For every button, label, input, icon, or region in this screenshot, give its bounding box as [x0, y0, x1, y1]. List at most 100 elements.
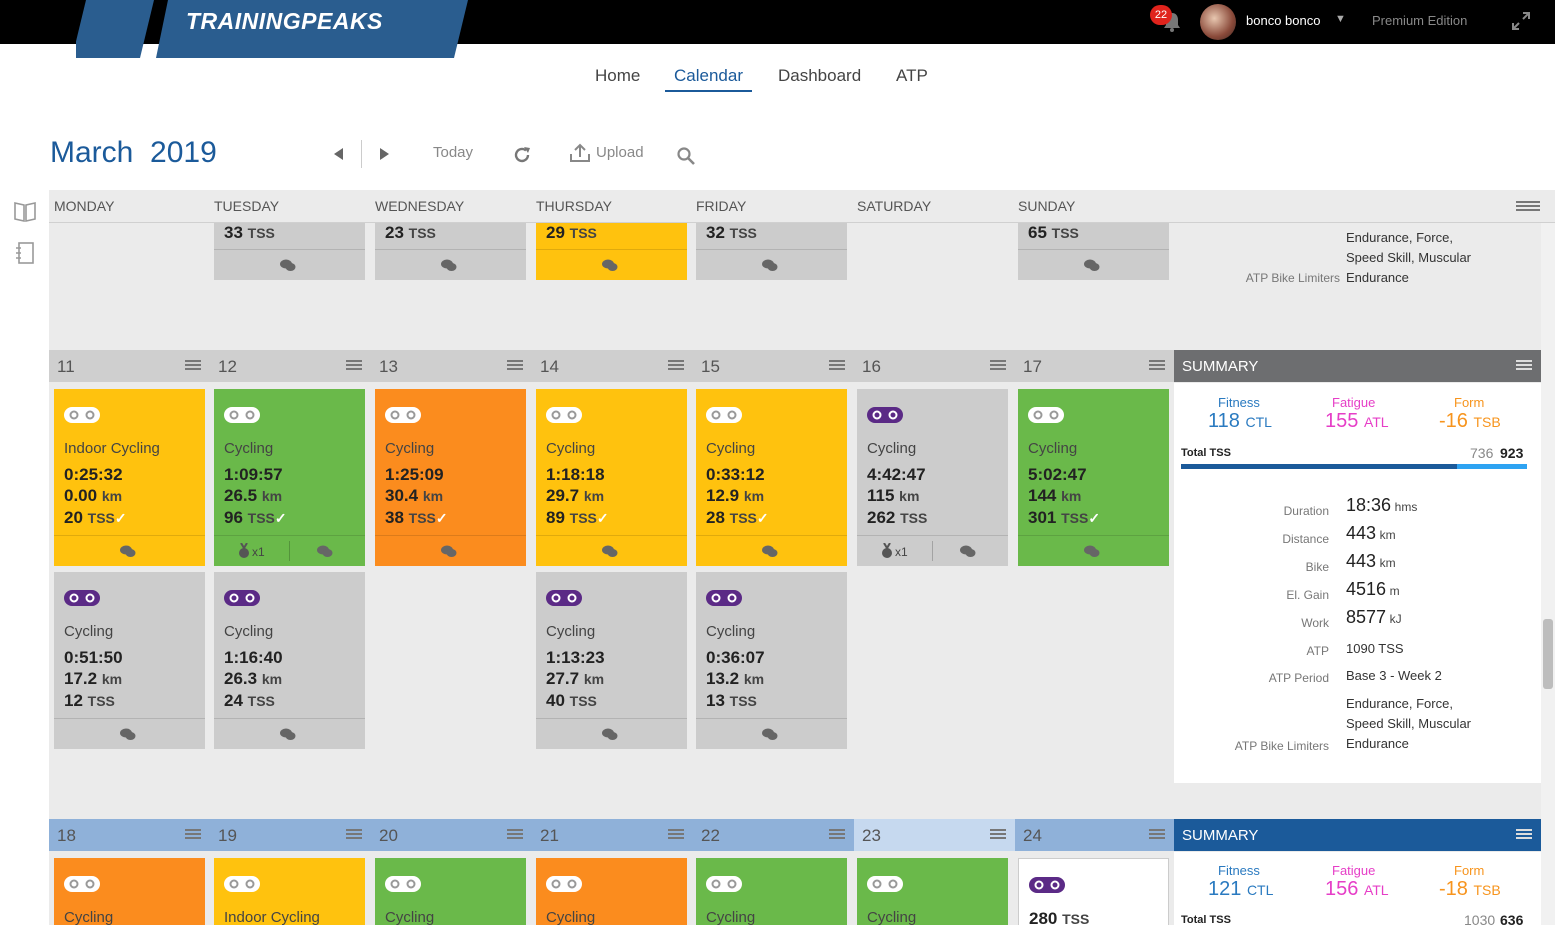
date-cell[interactable]: 16	[854, 350, 1015, 382]
comment-icon[interactable]	[441, 259, 457, 272]
day-menu-icon[interactable]	[668, 360, 684, 370]
comment-icon[interactable]	[120, 545, 136, 558]
expand-icon[interactable]	[1510, 10, 1532, 32]
comment-icon[interactable]	[602, 545, 618, 558]
comment-icon[interactable]	[280, 259, 296, 272]
upload-button[interactable]: Upload	[596, 144, 644, 161]
date-cell[interactable]: 21	[532, 819, 693, 851]
fitness-label: Fitness	[1218, 395, 1260, 410]
date-cell[interactable]: 24	[1015, 819, 1174, 851]
workout-card[interactable]: Cycling 4:42:47 115 km 262 TSS x1	[857, 389, 1008, 566]
notification-badge[interactable]: 22	[1150, 5, 1172, 25]
nav-atp[interactable]: ATP	[896, 66, 928, 85]
workout-card[interactable]: 23 TSS	[375, 223, 526, 280]
notebook-icon[interactable]	[14, 242, 36, 264]
workout-card[interactable]: 33 TSS	[214, 223, 365, 280]
workout-card[interactable]: Cycling	[536, 858, 687, 925]
date-cell[interactable]: 15	[693, 350, 854, 382]
comment-icon[interactable]	[762, 545, 778, 558]
date-cell[interactable]: 13	[371, 350, 532, 382]
summary-menu-icon[interactable]	[1516, 829, 1532, 839]
workout-card[interactable]: Cycling 1:25:09 30.4 km 38 TSS✓	[375, 389, 526, 566]
date-cell[interactable]: 18	[49, 819, 210, 851]
date-cell[interactable]: 14	[532, 350, 693, 382]
day-menu-icon[interactable]	[829, 360, 845, 370]
library-book-icon[interactable]	[13, 200, 37, 222]
day-menu-icon[interactable]	[1149, 360, 1165, 370]
workout-card[interactable]: Cycling 5:02:47 144 km 301 TSS✓	[1018, 389, 1169, 566]
logo[interactable]	[76, 0, 468, 58]
limiters-text: Speed Skill, Muscular	[1346, 250, 1471, 265]
workout-card[interactable]: Indoor Cycling	[214, 858, 365, 925]
day-menu-icon[interactable]	[1149, 829, 1165, 839]
chevron-down-icon[interactable]: ▼	[1335, 13, 1346, 25]
comment-icon[interactable]	[441, 545, 457, 558]
summary-menu-icon[interactable]	[1516, 360, 1532, 370]
search-icon[interactable]	[676, 146, 696, 166]
avatar[interactable]	[1200, 4, 1236, 40]
comment-icon[interactable]	[602, 728, 618, 741]
fitness-number: 118	[1208, 410, 1240, 432]
scrollbar-track[interactable]	[1541, 223, 1555, 925]
day-menu-icon[interactable]	[507, 829, 523, 839]
today-button[interactable]: Today	[433, 144, 474, 161]
workout-card[interactable]: Cycling 1:09:57 26.5 km 96 TSS✓ x1	[214, 389, 365, 566]
comment-icon[interactable]	[762, 728, 778, 741]
date-cell[interactable]: 20	[371, 819, 532, 851]
day-menu-icon[interactable]	[346, 829, 362, 839]
day-menu-icon[interactable]	[346, 360, 362, 370]
date-cell[interactable]: 12	[210, 350, 371, 382]
workout-card[interactable]: 32 TSS	[696, 223, 847, 280]
day-menu-icon[interactable]	[829, 829, 845, 839]
comment-icon[interactable]	[1084, 545, 1100, 558]
comment-icon[interactable]	[602, 259, 618, 272]
workout-card[interactable]: Cycling 1:16:40 26.3 km 24 TSS	[214, 572, 365, 749]
workout-card[interactable]: Cycling	[375, 858, 526, 925]
workout-card[interactable]: 65 TSS	[1018, 223, 1169, 280]
day-menu-icon[interactable]	[990, 360, 1006, 370]
next-arrow-icon[interactable]	[379, 147, 391, 161]
comment-icon[interactable]	[120, 728, 136, 741]
date-number: 16	[862, 357, 881, 376]
day-menu-icon[interactable]	[185, 829, 201, 839]
day-friday: FRIDAY	[696, 198, 747, 214]
nav-calendar[interactable]: Calendar	[665, 66, 752, 92]
day-menu-icon[interactable]	[185, 360, 201, 370]
day-menu-icon[interactable]	[507, 360, 523, 370]
comment-icon[interactable]	[317, 545, 333, 558]
comment-icon[interactable]	[762, 259, 778, 272]
scrollbar-thumb[interactable]	[1543, 619, 1553, 689]
date-cell-today[interactable]: 23	[854, 819, 1015, 851]
username[interactable]: bonco bonco	[1246, 13, 1321, 28]
nav-dashboard[interactable]: Dashboard	[778, 66, 862, 85]
prev-arrow-icon[interactable]	[332, 147, 344, 161]
workout-card[interactable]: Cycling	[857, 858, 1008, 925]
workout-card[interactable]: Cycling	[54, 858, 205, 925]
elevation-gain-number: 4516	[1346, 579, 1387, 599]
day-menu-icon[interactable]	[990, 829, 1006, 839]
workout-card[interactable]: Cycling 1:13:23 27.7 km 40 TSS	[536, 572, 687, 749]
comment-icon[interactable]	[1084, 259, 1100, 272]
workout-card[interactable]: Cycling 0:33:12 12.9 km 28 TSS✓	[696, 389, 847, 566]
settings-menu-icon[interactable]	[1516, 201, 1540, 211]
nav-home[interactable]: Home	[595, 66, 641, 85]
workout-card[interactable]: Cycling 0:36:07 13.2 km 13 TSS	[696, 572, 847, 749]
limiters-value: Endurance	[1346, 270, 1409, 285]
date-cell[interactable]: 11	[49, 350, 210, 382]
day-menu-icon[interactable]	[668, 829, 684, 839]
date-cell[interactable]: 17	[1015, 350, 1174, 382]
date-number: 19	[218, 826, 237, 845]
upload-icon[interactable]	[569, 143, 591, 163]
workout-card[interactable]: Cycling 1:18:18 29.7 km 89 TSS✓	[536, 389, 687, 566]
workout-card[interactable]: 29 TSS	[536, 223, 687, 280]
date-cell[interactable]: 22	[693, 819, 854, 851]
top-bar: TRAININGPEAKS 22 bonco bonco ▼ Premium E…	[0, 0, 1555, 58]
comment-icon[interactable]	[280, 728, 296, 741]
workout-card[interactable]: Cycling	[696, 858, 847, 925]
workout-card[interactable]: Indoor Cycling 0:25:32 0.00 km 20 TSS✓	[54, 389, 205, 566]
workout-card[interactable]: Cycling 0:51:50 17.2 km 12 TSS	[54, 572, 205, 749]
refresh-icon[interactable]	[512, 145, 532, 165]
comment-icon[interactable]	[960, 545, 976, 558]
planned-workout-card[interactable]: 280 TSS	[1018, 858, 1169, 925]
date-cell[interactable]: 19	[210, 819, 371, 851]
